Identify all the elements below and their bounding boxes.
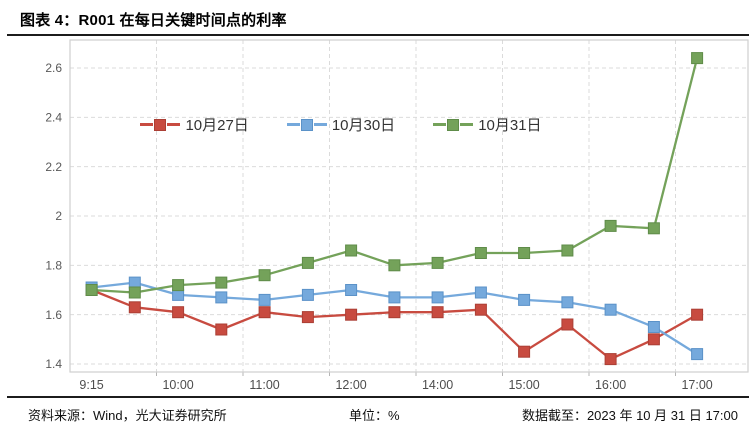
unit-note: 单位：% bbox=[349, 408, 400, 423]
chart-footer: 资料来源：Wind，光大证券研究所 单位：% 数据截至：2023 年 10 月 … bbox=[0, 398, 756, 424]
svg-text:2.2: 2.2 bbox=[45, 160, 62, 174]
data-cutoff-note: 数据截至：2023 年 10 月 31 日 17:00 bbox=[521, 408, 738, 423]
title-rule bbox=[7, 34, 749, 36]
svg-text:2.4: 2.4 bbox=[45, 111, 62, 125]
source-note: 资料来源：Wind，光大证券研究所 bbox=[28, 408, 227, 423]
svg-text:16:00: 16:00 bbox=[595, 378, 626, 392]
svg-text:11:00: 11:00 bbox=[249, 378, 279, 392]
svg-text:1.4: 1.4 bbox=[45, 357, 62, 371]
svg-text:17:00: 17:00 bbox=[681, 378, 712, 392]
svg-text:14:00: 14:00 bbox=[422, 378, 453, 392]
chart-header: 图表 4：R001 在每日关键时间点的利率 bbox=[0, 0, 756, 34]
page-title: 图表 4：R001 在每日关键时间点的利率 bbox=[20, 12, 287, 29]
footer-rule bbox=[7, 396, 749, 398]
svg-text:1.8: 1.8 bbox=[45, 259, 62, 273]
svg-text:15:00: 15:00 bbox=[508, 378, 539, 392]
svg-text:12:00: 12:00 bbox=[335, 378, 366, 392]
svg-text:9:15: 9:15 bbox=[79, 378, 103, 392]
svg-text:10:00: 10:00 bbox=[162, 378, 193, 392]
svg-text:2: 2 bbox=[55, 209, 62, 223]
rate-line-chart: 1.4 1.6 1.8 2 2.2 2.4 2.6 9:15 10:00 11:00 12:00 14… bbox=[45, 39, 749, 392]
svg-text:1.6: 1.6 bbox=[45, 308, 62, 322]
chart-area: 1.4 1.6 1.8 2 2.2 2.4 2.6 9:15 10:00 11:00 12:00 14… bbox=[0, 36, 756, 396]
svg-text:2.6: 2.6 bbox=[45, 61, 62, 75]
